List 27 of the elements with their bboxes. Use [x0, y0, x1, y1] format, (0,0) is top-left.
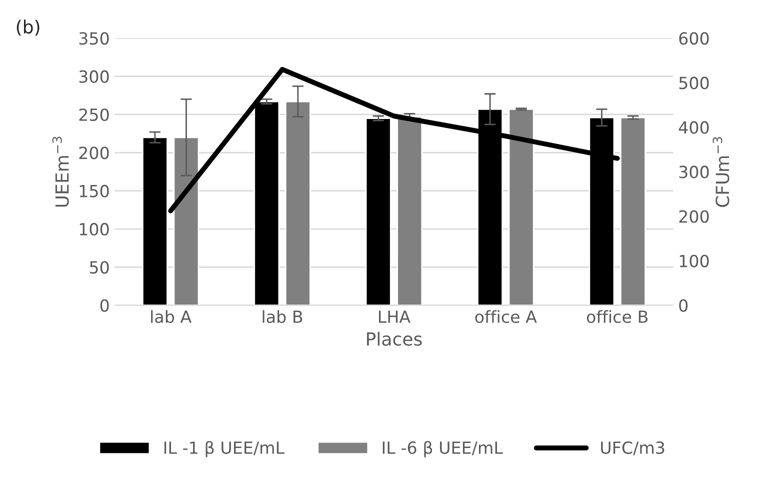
y-tick-label: 0 [100, 299, 109, 312]
legend-label: IL -1 β UEE/mL [164, 440, 284, 458]
y-tick-label: 300 [79, 70, 109, 83]
y2-tick-label: 200 [679, 210, 709, 223]
y2-tick-label: 400 [678, 121, 709, 134]
y-tick-label: 250 [79, 108, 109, 122]
legend-label: IL -6 β UEE/mL [382, 440, 503, 458]
y-axis-title: UEEm$^{−3}$ [52, 136, 69, 207]
legend-label: UFC/m3 [601, 441, 664, 456]
y2-axis-title: CFUm$^{−3}$ [712, 137, 730, 207]
y-tick-label: 350 [79, 32, 109, 45]
x-tick-label: LHA [379, 310, 410, 323]
x-tick-label: office B [586, 310, 648, 324]
x-tick-label: lab B [262, 310, 302, 324]
y2-tick-label: 0 [679, 299, 688, 312]
y-tick-label: 200 [79, 146, 109, 160]
y2-tick-label: 500 [679, 76, 709, 90]
x-tick-label: office A [475, 310, 537, 324]
y2-tick-label: 600 [679, 32, 709, 45]
y-tick-label: 150 [80, 184, 109, 198]
y-tick-label: 50 [90, 261, 109, 274]
y-tick-label: 100 [80, 222, 109, 236]
y2-tick-label: 100 [680, 254, 709, 268]
x-tick-label: lab A [151, 310, 192, 324]
y2-tick-label: 300 [679, 166, 709, 178]
text: (b) [16, 20, 40, 36]
x-axis-title: Places [367, 332, 422, 346]
